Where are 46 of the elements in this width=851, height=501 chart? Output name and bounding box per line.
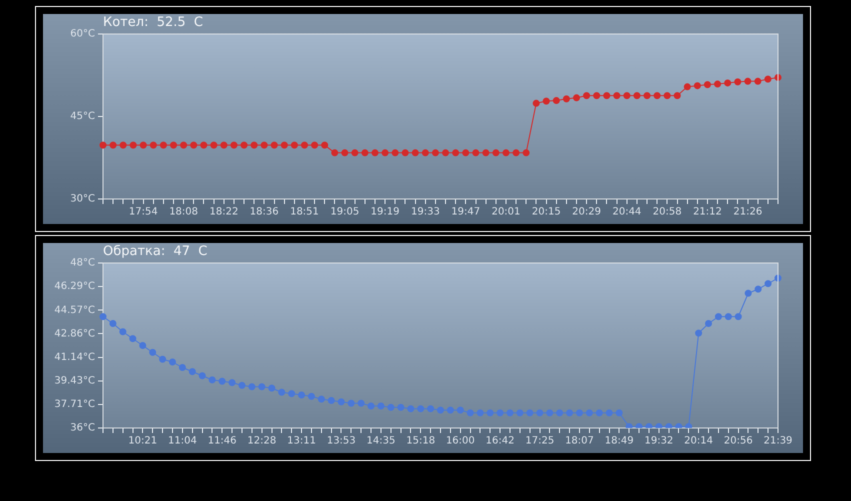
x-tick-label: 21:26 [733,206,762,218]
x-tick-label: 21:12 [693,206,722,218]
x-tick-label: 20:29 [572,206,601,218]
x-tick-label: 19:05 [330,206,360,218]
x-tick-label: 19:33 [410,206,440,218]
x-tick-label: 16:42 [486,436,514,447]
x-tick-label: 16:00 [446,436,475,447]
x-tick-label: 20:01 [492,206,520,218]
chart-title: Обратка: 47 C [103,244,208,259]
x-tick-label: 18:36 [250,206,279,218]
y-tick-label: 37.71°C [54,399,96,410]
x-tick-label: 13:53 [326,436,356,447]
y-tick-label: 45°C [70,111,96,122]
y-tick-label: 60°C [70,28,96,40]
x-tick-label: 20:56 [724,436,753,447]
x-tick-label: 19:47 [451,206,480,218]
x-tick-label: 10:21 [128,436,158,447]
x-tick-label: 13:11 [287,436,316,447]
y-tick-label: 48°C [70,258,96,269]
x-tick-label: 21:39 [764,436,792,447]
x-tick-label: 12:28 [247,436,276,447]
x-tick-label: 19:32 [644,436,674,447]
y-tick-label: 42.86°C [54,328,96,340]
x-tick-label: 11:46 [208,436,237,447]
x-tick-label: 20:14 [684,436,713,447]
x-tick-label: 18:08 [169,206,198,218]
x-tick-label: 18:22 [209,206,238,218]
x-tick-label: 11:04 [168,436,197,447]
x-tick-label: 18:51 [290,206,319,218]
x-tick-label: 20:58 [652,206,682,218]
x-tick-label: 18:07 [565,436,594,447]
y-tick-label: 44.57°C [54,304,96,316]
x-tick-label: 20:44 [612,206,642,218]
y-tick-label: 36°C [70,422,96,434]
x-tick-label: 20:15 [532,206,561,218]
y-tick-label: 39.43°C [54,375,96,386]
x-tick-label: 17:54 [128,206,158,218]
x-tick-label: 19:19 [370,206,400,218]
x-tick-label: 15:18 [406,436,436,447]
x-tick-label: 17:25 [525,436,554,447]
y-tick-label: 41.14°C [54,352,96,363]
chart-title: Котел: 52.5 C [103,15,203,30]
y-tick-label: 30°C [70,194,96,205]
y-tick-label: 46.29°C [54,281,96,292]
x-tick-label: 18:49 [604,436,634,447]
x-tick-label: 14:35 [366,436,396,447]
